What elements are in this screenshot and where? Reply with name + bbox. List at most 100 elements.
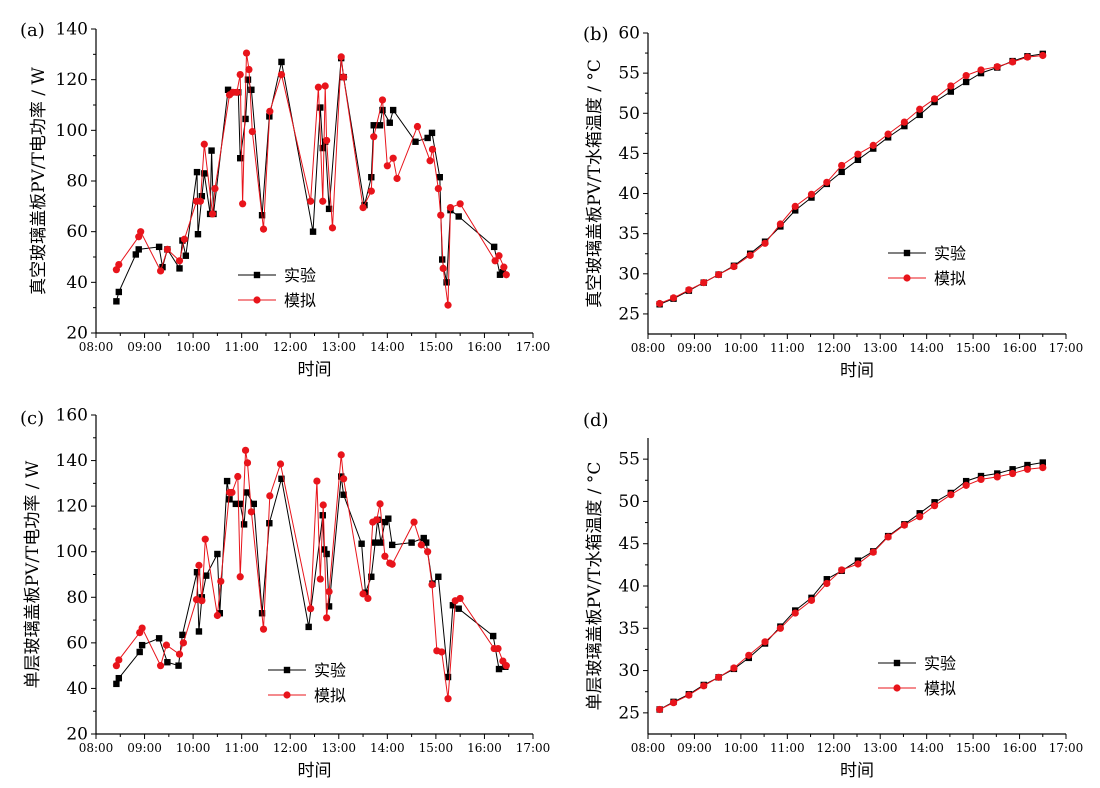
y-tick-label: 160 (56, 406, 88, 426)
data-point-circle (314, 83, 322, 91)
data-point-square (444, 673, 452, 681)
data-point-square (962, 78, 970, 86)
data-point-square (194, 231, 202, 238)
data-point-square (368, 573, 375, 580)
data-point-square (113, 680, 120, 688)
data-point-square (193, 168, 201, 176)
data-point-circle (962, 71, 970, 80)
data-point-square (412, 138, 419, 145)
y-tick-label: 140 (56, 451, 88, 471)
series-simulation (112, 49, 510, 309)
y-tick-label: 55 (618, 450, 640, 470)
data-point-square (237, 500, 244, 508)
data-point-circle (175, 650, 184, 658)
data-point-circle (656, 705, 664, 714)
data-point-circle (746, 251, 754, 259)
data-point-circle (156, 662, 165, 670)
data-point-square (305, 623, 312, 631)
legend-label: 实验 (934, 244, 966, 263)
data-point-circle (266, 107, 274, 115)
y-tick-label: 80 (66, 588, 88, 608)
data-point-circle (962, 481, 970, 489)
y-tick-label: 25 (618, 304, 640, 324)
data-point-circle (389, 154, 397, 162)
data-point-square (495, 665, 503, 673)
y-tick-label: 60 (618, 24, 640, 44)
data-point-circle (502, 662, 510, 670)
data-point-circle (685, 286, 693, 294)
data-point-circle (745, 651, 753, 659)
panel-label: (c) (20, 408, 44, 429)
data-point-circle (248, 128, 256, 136)
chart-panel-2: 08:00 09:00 10:00 11:00 12:00 13:00 14:00 15:00… (20, 406, 550, 782)
data-point-circle (175, 257, 184, 265)
data-point-circle (378, 96, 387, 104)
series-line (115, 58, 504, 302)
data-point-circle (321, 82, 329, 90)
data-point-square (278, 58, 285, 66)
x-tick-label: 15:00 (956, 341, 991, 355)
x-axis-title: 时间 (298, 360, 332, 380)
data-point-circle (446, 204, 455, 212)
x-tick-label: 08:00 (631, 341, 666, 355)
data-point-square (455, 605, 462, 612)
x-tick-label: 11:00 (224, 340, 259, 354)
x-tick-label: 08:00 (79, 340, 114, 354)
data-point-circle (370, 133, 378, 141)
data-point-circle (428, 581, 436, 589)
data-point-circle (115, 656, 123, 664)
y-tick-label: 140 (56, 20, 88, 40)
data-point-square (240, 521, 248, 528)
x-tick-label: 17:00 (516, 340, 551, 354)
x-tick-label: 14:00 (909, 741, 944, 755)
data-point-circle (259, 625, 268, 633)
data-point-circle (156, 267, 165, 275)
data-point-circle (208, 210, 217, 218)
data-point-square (244, 76, 252, 83)
data-point-circle (823, 579, 831, 588)
data-point-circle (323, 614, 331, 622)
data-point-square (408, 539, 415, 546)
x-tick-label: 10:00 (176, 741, 211, 755)
data-point-square (155, 635, 163, 642)
data-point-square (136, 648, 143, 656)
data-point-circle (198, 597, 206, 605)
data-point-circle (307, 605, 315, 613)
y-tick-label: 30 (618, 661, 640, 681)
x-tick-label: 14:00 (370, 741, 405, 755)
data-point-circle (900, 118, 908, 126)
data-point-circle (276, 460, 285, 468)
y-tick-label: 100 (56, 542, 88, 562)
data-point-circle (239, 200, 247, 208)
data-point-circle (426, 157, 434, 165)
data-point-circle (437, 211, 445, 219)
x-tick-label: 12:00 (816, 341, 851, 355)
x-tick-label: 15:00 (956, 741, 991, 755)
data-point-square (243, 489, 250, 496)
data-point-circle (359, 590, 367, 598)
data-point-circle (1023, 53, 1032, 61)
data-point-square (381, 518, 389, 526)
x-tick-label: 11:00 (224, 741, 259, 755)
x-tick-label: 17:00 (1049, 341, 1084, 355)
data-point-square (1009, 466, 1016, 473)
data-point-circle (884, 130, 892, 138)
y-axis-title: 真空玻璃盖板PV/T电功率 / W (29, 67, 49, 295)
data-point-circle (502, 271, 510, 279)
legend-marker-square (903, 249, 911, 257)
data-point-circle (428, 145, 437, 153)
chart-panel-3: 08:00 09:00 10:00 11:00 12:00 13:00 14:00 15:00… (583, 410, 1083, 781)
data-point-square (962, 477, 970, 485)
chart-panel-0: 08:00 09:00 10:00 11:00 12:00 13:00 14:00 15:00… (20, 20, 550, 381)
data-point-circle (179, 639, 187, 647)
data-point-circle (947, 491, 955, 499)
data-point-circle (413, 122, 422, 131)
data-point-square (193, 569, 201, 576)
data-point-square (388, 541, 396, 549)
data-point-square (214, 550, 221, 558)
data-point-circle (495, 252, 503, 260)
data-point-circle (393, 174, 401, 183)
data-point-circle (491, 257, 499, 265)
